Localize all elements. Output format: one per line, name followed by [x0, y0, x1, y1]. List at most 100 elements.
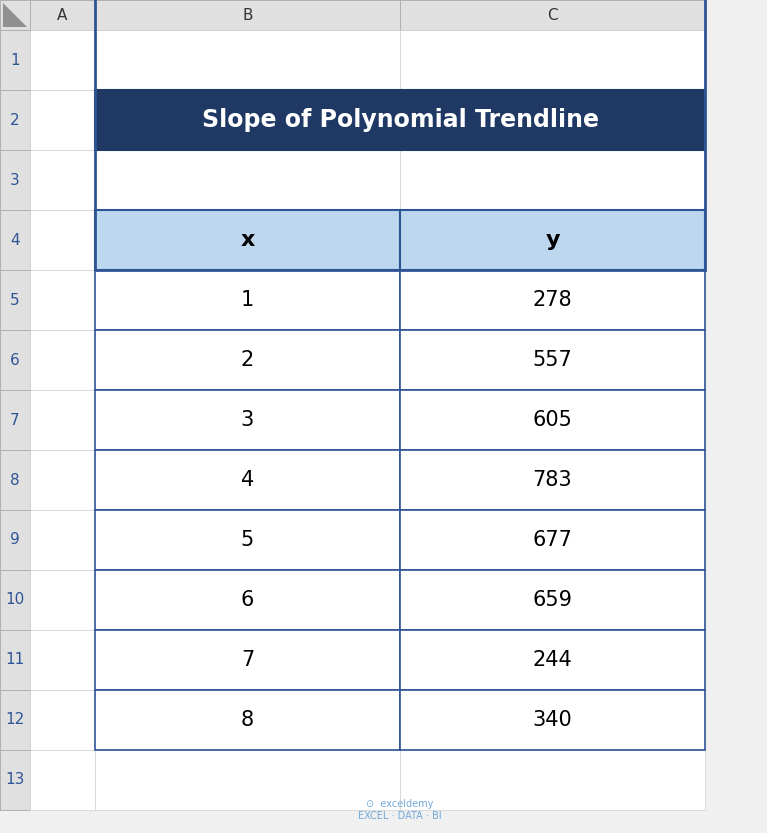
Bar — [95, 30, 400, 90]
Bar — [400, 150, 705, 210]
Text: x: x — [240, 230, 255, 250]
Text: 12: 12 — [5, 712, 25, 727]
Bar — [30, 210, 95, 270]
Text: 278: 278 — [533, 290, 572, 310]
Text: 5: 5 — [241, 530, 254, 550]
Bar — [400, 750, 705, 810]
Text: 9: 9 — [10, 532, 20, 547]
Bar — [95, 690, 400, 750]
Bar — [0, 30, 30, 90]
Bar — [400, 450, 705, 510]
Bar — [95, 630, 400, 690]
Bar — [400, 90, 705, 150]
Bar — [95, 510, 400, 570]
Bar — [0, 150, 30, 210]
Text: 677: 677 — [532, 530, 572, 550]
Bar — [400, 690, 705, 750]
Bar — [0, 750, 30, 810]
Bar — [95, 450, 400, 510]
Bar — [400, 210, 705, 270]
Text: 2: 2 — [10, 112, 20, 127]
Bar — [400, 630, 705, 690]
Text: 659: 659 — [532, 590, 572, 610]
Bar — [95, 270, 400, 330]
Bar — [0, 510, 30, 570]
Bar — [0, 690, 30, 750]
Bar — [30, 450, 95, 510]
Bar — [30, 30, 95, 90]
Bar — [95, 90, 400, 150]
Text: 13: 13 — [5, 772, 25, 787]
Bar — [95, 690, 400, 750]
Text: 10: 10 — [5, 592, 25, 607]
Bar — [30, 690, 95, 750]
Bar — [30, 0, 95, 30]
Bar — [30, 510, 95, 570]
Bar — [95, 510, 400, 570]
Bar — [95, 0, 400, 30]
Bar — [30, 90, 95, 150]
Text: 8: 8 — [241, 710, 254, 730]
Bar — [400, 630, 705, 690]
Bar — [0, 0, 30, 30]
Bar — [95, 570, 400, 630]
Text: 4: 4 — [241, 470, 254, 490]
Bar — [30, 150, 95, 210]
Bar — [0, 270, 30, 330]
Bar — [95, 330, 400, 390]
Bar — [0, 330, 30, 390]
Text: 11: 11 — [5, 652, 25, 667]
Bar — [95, 630, 400, 690]
Bar — [30, 750, 95, 810]
Text: 244: 244 — [532, 650, 572, 670]
Bar — [95, 210, 400, 270]
Bar — [0, 210, 30, 270]
Bar — [0, 630, 30, 690]
Bar — [0, 450, 30, 510]
Bar — [95, 0, 705, 270]
Polygon shape — [3, 3, 27, 27]
Bar — [400, 510, 705, 570]
Text: 1: 1 — [10, 52, 20, 67]
Bar — [95, 450, 400, 510]
Bar — [30, 390, 95, 450]
Text: Slope of Polynomial Trendline: Slope of Polynomial Trendline — [202, 108, 598, 132]
Text: y: y — [545, 230, 560, 250]
Bar — [400, 270, 705, 330]
Bar — [400, 210, 705, 270]
Bar — [95, 570, 400, 630]
Bar — [400, 330, 705, 390]
Bar — [400, 0, 705, 30]
Text: 6: 6 — [241, 590, 254, 610]
Text: 7: 7 — [10, 412, 20, 427]
Bar — [95, 270, 400, 330]
Text: 783: 783 — [533, 470, 572, 490]
Bar — [30, 330, 95, 390]
Bar — [400, 390, 705, 450]
Bar — [400, 450, 705, 510]
Text: A: A — [58, 7, 67, 22]
Bar — [400, 570, 705, 630]
Bar — [95, 90, 705, 150]
Bar — [95, 210, 400, 270]
Bar — [400, 510, 705, 570]
Text: B: B — [242, 7, 253, 22]
Bar — [400, 270, 705, 330]
Text: C: C — [547, 7, 558, 22]
Bar — [0, 90, 30, 150]
Text: 605: 605 — [532, 410, 572, 430]
Bar — [95, 330, 400, 390]
Bar — [400, 690, 705, 750]
Bar — [30, 570, 95, 630]
Bar — [95, 150, 400, 210]
Text: 340: 340 — [532, 710, 572, 730]
Text: 3: 3 — [10, 172, 20, 187]
Text: 5: 5 — [10, 292, 20, 307]
Text: 557: 557 — [532, 350, 572, 370]
Bar — [95, 390, 400, 450]
Bar — [95, 390, 400, 450]
Bar — [0, 570, 30, 630]
Bar — [400, 570, 705, 630]
Text: 6: 6 — [10, 352, 20, 367]
Text: 8: 8 — [10, 472, 20, 487]
